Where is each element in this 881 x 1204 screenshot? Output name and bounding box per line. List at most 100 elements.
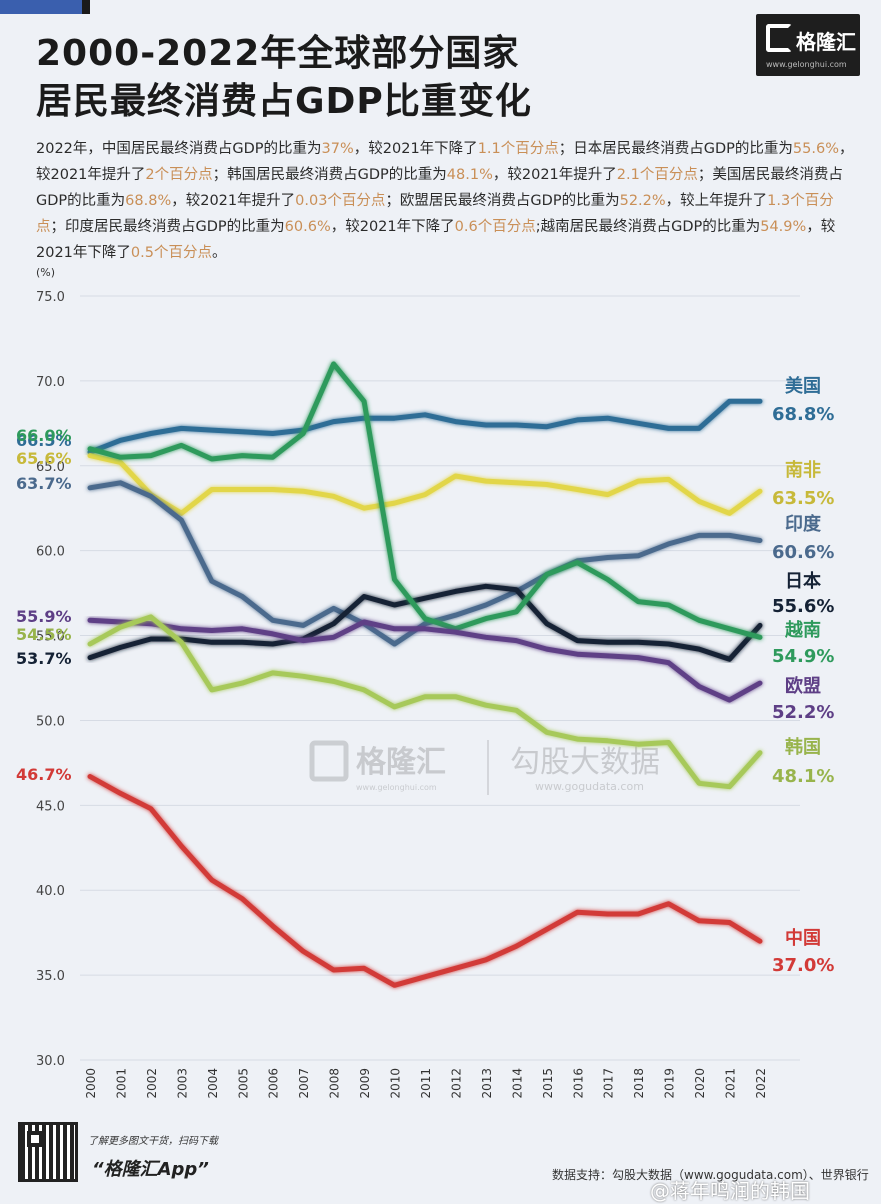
data-point [271,632,275,636]
data-point [423,695,427,699]
data-point [697,618,701,622]
data-point [423,616,427,621]
data-point [667,661,671,665]
desc-highlight: 0.6个百分点 [454,219,536,235]
desc-highlight: 54.9% [760,219,807,235]
desc-text: ；日本居民最终消费占GDP的比重为 [558,141,793,157]
data-point [453,420,458,424]
watermark-name: 格隆汇 [356,745,446,780]
data-point [727,657,732,661]
data-point [332,622,336,626]
data-point [575,737,579,741]
y-tick-label: 55.0 [36,630,65,645]
data-point [697,426,701,431]
desc-text: ，较2021年提升了 [492,167,617,183]
data-point [575,560,579,565]
data-point [484,635,488,639]
series-end-label: 52.2% [772,702,834,723]
data-point [758,939,762,943]
data-point [636,742,640,746]
series-name-label: 印度 [785,513,822,535]
series-end-label: 48.1% [772,766,834,787]
desc-text: ；印度居民最终消费占GDP的比重为 [50,219,285,235]
footer-note: 了解更多图文干货，扫码下载 [88,1136,218,1147]
logo-name: 格隆汇 [796,30,856,54]
start-label: 66.5% [16,431,72,450]
series-end-label: 54.9% [772,646,834,667]
data-point [332,494,336,498]
data-point [545,730,549,734]
data-point [271,924,275,928]
desc-highlight: 60.6% [284,219,331,235]
data-point [240,897,244,901]
data-point [758,751,762,755]
desc-text: ，较2021年下降了 [353,141,478,157]
data-point [210,579,214,583]
data-point [210,457,214,461]
data-point [606,555,610,560]
data-point [727,698,732,702]
desc-text: 。 [211,245,227,261]
start-label: 53.7% [16,649,72,668]
data-point [667,542,671,546]
data-point [545,425,549,429]
data-point [667,603,671,607]
data-point [179,518,183,522]
data-point [210,487,214,492]
data-point [301,674,305,678]
x-tick-label: 2010 [389,1068,403,1099]
data-point [697,919,701,923]
desc-highlight: 2个百分点 [145,167,213,183]
data-point [758,623,762,627]
data-point [362,594,366,599]
x-tick-label: 2018 [632,1068,646,1099]
data-point [758,538,762,543]
data-point [667,426,671,431]
data-point [636,600,640,604]
x-tick-label: 2015 [541,1068,555,1099]
data-point [240,487,244,492]
data-point [118,625,123,629]
data-point [210,628,214,633]
x-tick-label: 2000 [84,1068,98,1099]
data-point [484,603,488,607]
data-point [453,474,458,478]
x-tick-label: 2016 [571,1068,585,1099]
qr-code[interactable] [18,1122,78,1182]
data-point [392,983,397,987]
x-tick-label: 2011 [419,1068,433,1099]
data-point [697,647,701,651]
desc-highlight: 37% [321,141,354,157]
data-point [240,594,244,599]
data-point [271,487,275,492]
data-point [210,688,214,692]
desc-highlight: 68.8% [125,193,172,209]
x-tick-label: 2013 [480,1068,494,1099]
desc-text: ，较2021年下降了 [330,219,455,235]
data-point [727,920,732,925]
data-point [514,423,518,427]
desc-highlight: 55.6% [792,141,839,157]
data-point [271,455,275,459]
data-point [149,615,153,619]
brand-logo: 格隆汇 www.gelonghui.com [756,14,860,76]
data-point [301,489,305,493]
data-point [179,844,183,848]
desc-highlight: 1.3个百分点 [36,193,834,235]
data-point [179,443,183,448]
data-point [575,487,579,492]
data-point [88,656,92,660]
watermark-data-site: www.gogudata.com [535,780,644,793]
desc-highlight: 1.1个百分点 [477,141,559,157]
data-point [271,671,275,675]
data-point [240,627,244,631]
x-tick-label: 2020 [693,1068,707,1099]
x-tick-label: 2012 [449,1068,463,1099]
data-point [697,684,701,689]
x-tick-label: 2005 [236,1068,250,1099]
data-point [697,781,701,785]
data-point [484,958,488,962]
data-point [301,623,305,627]
data-point [545,927,549,931]
series-end-label: 63.5% [772,488,834,509]
